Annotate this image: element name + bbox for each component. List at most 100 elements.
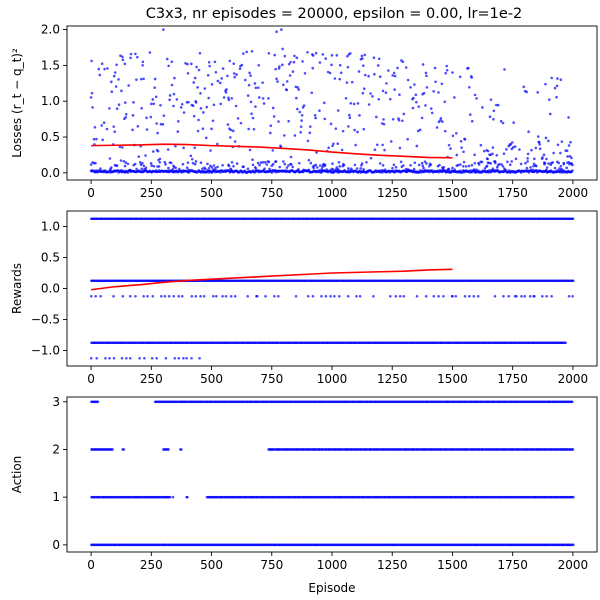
data-point — [112, 125, 116, 128]
data-point — [324, 294, 328, 298]
data-point — [196, 129, 200, 133]
data-point — [219, 102, 222, 106]
data-point — [173, 76, 176, 80]
data-point — [132, 101, 135, 104]
data-point — [89, 96, 93, 99]
data-point — [297, 161, 301, 165]
data-point — [291, 165, 295, 169]
data-point — [117, 78, 120, 81]
data-point — [391, 74, 395, 77]
data-point — [545, 168, 548, 172]
data-point — [411, 106, 415, 110]
data-point — [273, 53, 276, 57]
data-point — [267, 97, 270, 100]
data-point — [424, 104, 427, 107]
data-point — [441, 120, 444, 123]
data-point — [181, 162, 185, 166]
data-point — [481, 106, 484, 109]
data-point — [176, 130, 180, 133]
data-point — [398, 146, 402, 150]
data-point — [349, 52, 352, 55]
data-point — [538, 147, 542, 151]
data-point — [520, 294, 523, 298]
data-point — [96, 400, 100, 404]
data-point — [252, 127, 256, 131]
data-point — [526, 152, 530, 156]
data-point — [205, 105, 209, 109]
data-point — [226, 123, 230, 126]
data-point — [186, 71, 190, 75]
data-point — [558, 167, 561, 170]
data-point — [367, 103, 371, 106]
data-point — [373, 72, 376, 76]
data-point — [311, 54, 315, 57]
data-point — [247, 127, 250, 131]
data-point — [206, 74, 210, 77]
data-point — [288, 74, 292, 77]
data-point — [164, 163, 167, 166]
data-point — [367, 74, 370, 78]
data-point — [329, 122, 333, 126]
data-point — [324, 57, 328, 60]
data-point — [306, 139, 310, 143]
data-point — [476, 294, 480, 298]
data-point — [110, 90, 114, 94]
data-point — [498, 162, 501, 166]
data-point — [451, 166, 454, 170]
data-point — [445, 64, 448, 68]
data-point — [282, 160, 285, 163]
data-point — [285, 166, 289, 169]
data-point — [102, 121, 106, 125]
data-point — [470, 163, 474, 167]
data-point — [442, 165, 446, 169]
data-point — [209, 149, 212, 152]
data-point — [372, 294, 375, 298]
data-point — [486, 149, 490, 153]
data-point — [556, 143, 560, 147]
data-point — [111, 448, 114, 451]
data-point — [532, 164, 535, 168]
data-point — [336, 168, 340, 171]
data-point — [283, 162, 287, 166]
data-point — [171, 167, 175, 171]
data-point — [182, 111, 186, 114]
data-point — [523, 294, 527, 298]
data-point — [248, 71, 251, 75]
data-point — [231, 129, 235, 133]
data-point — [393, 88, 396, 91]
data-point — [240, 63, 244, 67]
data-point — [182, 356, 185, 360]
data-point — [314, 163, 318, 167]
data-point — [99, 167, 102, 170]
x-tick-label: 1250 — [377, 558, 408, 572]
data-point — [177, 167, 181, 171]
data-point — [92, 137, 96, 141]
data-point — [110, 80, 113, 84]
data-point — [502, 152, 506, 155]
data-point — [437, 91, 440, 94]
data-point — [179, 106, 183, 109]
data-point — [137, 155, 141, 158]
data-point — [136, 55, 139, 59]
data-point — [356, 130, 359, 134]
data-point — [414, 93, 418, 97]
data-point — [362, 87, 366, 90]
data-point — [276, 80, 279, 83]
data-point — [227, 98, 231, 102]
x-tick-label: 1250 — [377, 186, 408, 200]
data-point — [222, 96, 226, 99]
data-point — [177, 120, 180, 123]
data-point — [113, 130, 116, 133]
data-point — [144, 166, 148, 170]
data-point — [149, 115, 153, 119]
x-tick-label: 1500 — [437, 186, 468, 200]
data-point — [570, 400, 574, 404]
data-point — [567, 144, 571, 147]
data-point — [412, 96, 415, 100]
data-point — [329, 294, 332, 298]
data-point — [459, 139, 463, 143]
data-point — [453, 96, 456, 99]
data-point — [377, 97, 381, 101]
data-point — [350, 80, 354, 84]
data-point — [199, 294, 202, 298]
